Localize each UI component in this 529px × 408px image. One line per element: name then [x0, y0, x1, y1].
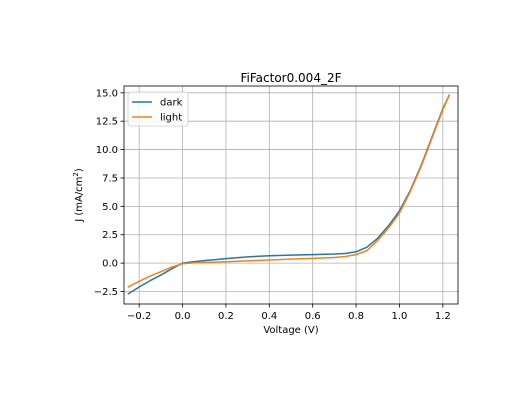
y-tick-label: 10.0: [96, 145, 118, 156]
y-tick-label: −2.5: [94, 287, 118, 298]
series-layer: [127, 94, 451, 295]
legend-label-dark: dark: [160, 98, 183, 109]
x-axis-label: Voltage (V): [263, 325, 318, 336]
x-tick-label: 0.8: [348, 311, 364, 322]
x-tick-label: 0.6: [305, 311, 321, 322]
y-tick-label: 7.5: [102, 173, 118, 184]
x-tick-label: 0.4: [261, 311, 277, 322]
y-axis-label: J (mA/cm2): [72, 168, 85, 223]
x-tick-label: 1.2: [435, 311, 451, 322]
plot-frame: [123, 85, 459, 305]
x-tick-label: 1.0: [391, 311, 407, 322]
y-axis-label-superscript: 2: [72, 172, 80, 176]
y-axis-label-close: ): [74, 168, 85, 172]
y-tick-label: 12.5: [96, 117, 118, 128]
series-line-light: [127, 94, 451, 288]
x-tick-label: −0.2: [127, 311, 151, 322]
legend-label-light: light: [160, 113, 182, 124]
x-tick-label: 0.2: [218, 311, 234, 322]
y-axis-label-main: J (mA/cm: [74, 177, 85, 223]
tick-layer: −0.2 0.0 0.2 0.4 0.6 0.8 1.0 1.2 −2.5 0.0 2.5 5.0 7.…: [94, 88, 451, 322]
y-tick-label: 2.5: [102, 230, 118, 241]
grid-layer: [124, 86, 458, 304]
legend: dark light: [127, 91, 189, 127]
chart-title: FiFactor0.004_2F: [241, 71, 342, 85]
y-tick-label: 0.0: [102, 259, 118, 270]
y-tick-label: 15.0: [96, 88, 118, 99]
y-tick-label: 5.0: [102, 202, 118, 213]
x-tick-label: 0.0: [175, 311, 191, 322]
